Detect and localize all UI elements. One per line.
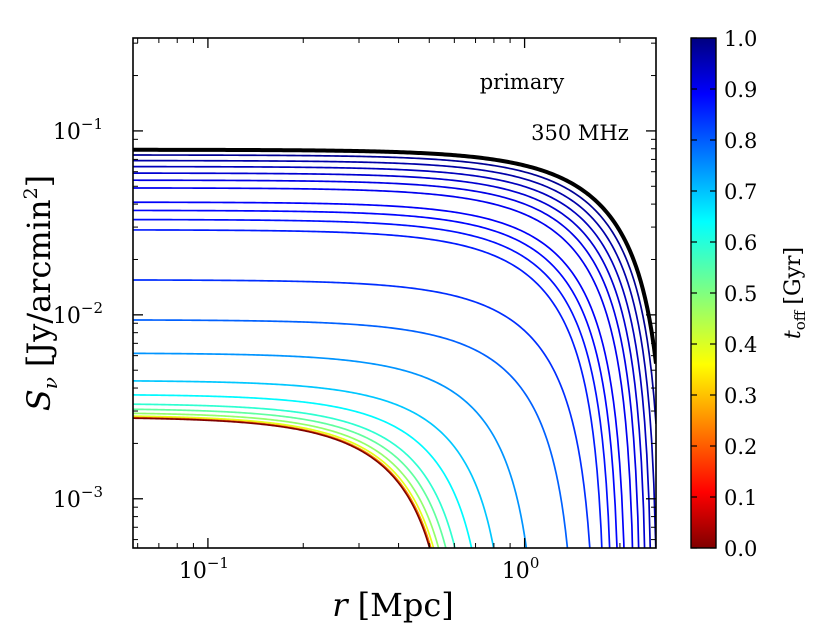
y-axis-label: Sν[Jy/arcmin2]: [20, 175, 62, 411]
series-line: [133, 394, 473, 548]
colorbar-tick-label: 0.9: [724, 78, 757, 102]
annotation-primary: primary: [480, 70, 565, 94]
series-line: [133, 319, 569, 548]
ticks-layer: 10−1 100 10−3 10−2 10−1: [53, 38, 656, 584]
annotation-frequency: 350 MHz: [531, 121, 629, 145]
colorbar-tick-label: 0.5: [724, 282, 757, 306]
series-line: [133, 380, 495, 548]
plot-border: [132, 37, 657, 549]
y-tick-label: 10−1: [53, 115, 103, 145]
series-line: [133, 154, 656, 424]
x-axis-label: r [Mpc]: [332, 586, 453, 624]
series-line: [133, 352, 528, 548]
colorbar-ticks: 0.0 0.1 0.2 0.3 0.4 0.5 0.6 0.7 0.8 0.9 1.0: [691, 27, 757, 561]
series-line: [133, 209, 618, 548]
series-line: [133, 403, 456, 548]
y-tick-label: 10−2: [53, 299, 103, 329]
plot-area: 10−1 100 10−3 10−2 10−1: [53, 37, 657, 584]
series-line: [133, 159, 656, 548]
colorbar-tick-label: 0.8: [724, 129, 757, 153]
series-line: [133, 187, 634, 548]
colorbar: 0.0 0.1 0.2 0.3 0.4 0.5 0.6 0.7 0.8 0.9 1.0 toff[G…: [690, 27, 809, 561]
colorbar-tick-label: 0.1: [724, 486, 757, 510]
series-line: [133, 408, 447, 548]
plot-frame: [133, 38, 656, 548]
series-line: [133, 279, 591, 548]
series-line: [133, 218, 611, 548]
x-tick-label: 10−1: [179, 554, 229, 584]
series-line: [133, 412, 440, 548]
series-line: [133, 179, 640, 548]
colorbar-tick-label: 0.2: [724, 435, 757, 459]
colorbar-tick-label: 0.7: [724, 180, 757, 204]
colorbar-tick-label: 0.3: [724, 384, 757, 408]
colorbar-label: toff[Gyr]: [781, 247, 809, 339]
x-tick-label: 100: [502, 554, 540, 584]
colorbar-tick-label: 1.0: [724, 27, 757, 51]
series-line: [133, 201, 625, 548]
colorbar-tick-label: 0.4: [724, 333, 757, 357]
series-line: [133, 165, 652, 548]
series-line: [133, 417, 431, 548]
y-tick-label: 10−3: [53, 483, 103, 513]
series-line: [133, 229, 603, 548]
colorbar-tick-label: 0.6: [724, 231, 757, 255]
series-layer: [133, 147, 656, 548]
series-line: [133, 172, 646, 548]
colorbar-tick-label: 0.0: [724, 537, 757, 561]
series-line: [133, 147, 656, 364]
series-line: [133, 415, 435, 548]
